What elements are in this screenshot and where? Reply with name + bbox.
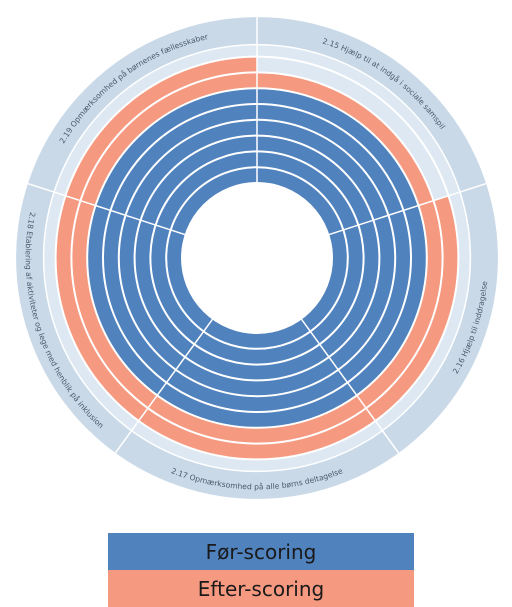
legend-label-before: Før-scoring (205, 539, 317, 564)
bar-before-3 (157, 318, 357, 428)
sector-divider-5 (27, 182, 186, 236)
chart-gridlines (15, 16, 499, 500)
sector-divider-3 (300, 318, 400, 454)
legend-item-before: Før-scoring (108, 533, 414, 570)
legend-item-after: Efter-scoring (108, 570, 414, 607)
sector-divider-4 (114, 318, 214, 454)
legend-label-after: Efter-scoring (197, 576, 325, 601)
radial-bar-chart: 2.15 Hjælp til at indgå i sociale samspi… (15, 16, 499, 500)
sector-divider-2 (328, 182, 487, 236)
center-hole (182, 183, 332, 333)
